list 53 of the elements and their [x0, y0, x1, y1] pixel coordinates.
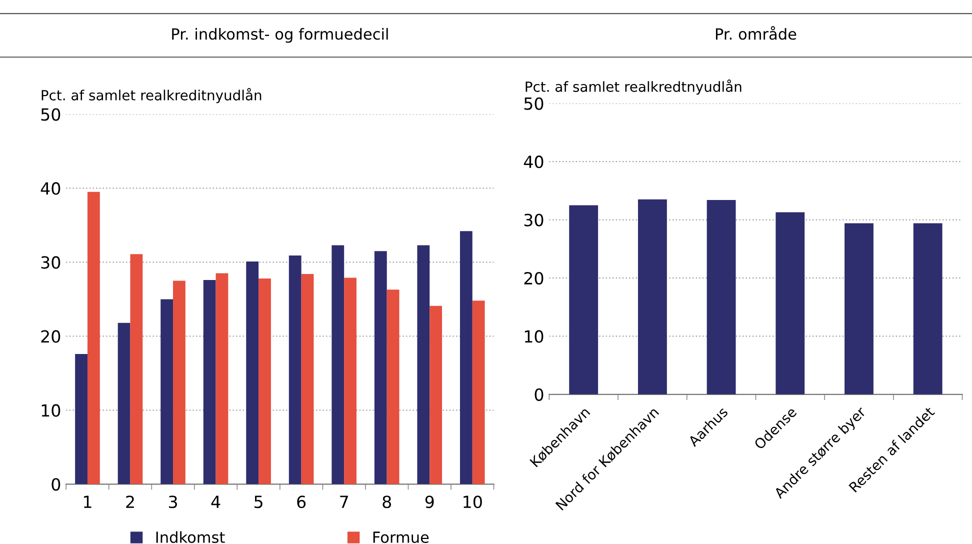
bar [460, 231, 472, 484]
y-axis-title: Pct. af samlet realkreditnyudlån [42, 88, 262, 104]
bar [118, 322, 130, 484]
y-tick-label: 10 [524, 330, 544, 343]
y-axis-title: Pct. af samlet realkredtnyudlån [526, 80, 742, 95]
bar [332, 245, 344, 484]
x-tick-label: 6 [297, 496, 306, 508]
y-tick-label: 20 [524, 272, 544, 285]
bar [844, 223, 874, 394]
y-tick-label: 40 [524, 156, 544, 168]
x-tick-label: 9 [425, 496, 434, 508]
y-tick-label: 50 [524, 97, 544, 110]
bar [913, 223, 942, 394]
x-tick-label: 7 [340, 496, 348, 508]
bar [246, 261, 259, 484]
x-tick-label: 10 [464, 496, 482, 508]
x-tick-label: 3 [168, 496, 177, 508]
bar [288, 256, 302, 484]
y-tick-label: 30 [524, 214, 544, 226]
x-tick-label: 1 [84, 496, 92, 508]
bar [258, 278, 271, 484]
bar [472, 300, 485, 484]
bar [301, 274, 314, 484]
bar [638, 199, 667, 394]
chart-title: Pr. indkomst- og formuedecil [172, 28, 388, 43]
y-tick-label: 0 [534, 388, 544, 401]
x-tick-label: 2 [126, 496, 134, 508]
bar [417, 245, 430, 484]
bar [203, 280, 216, 484]
x-tick-label: 5 [254, 496, 262, 508]
bar [344, 278, 356, 484]
x-tick-label: 8 [382, 496, 392, 508]
bar [160, 299, 174, 484]
legend-label: Indkomst [156, 531, 225, 544]
x-tick-label: 4 [211, 496, 220, 508]
bar [130, 254, 143, 484]
y-tick-label: 30 [41, 256, 60, 269]
bar [706, 200, 736, 394]
bar [776, 212, 805, 394]
y-tick-label: 40 [40, 182, 60, 195]
bar [216, 273, 228, 484]
y-tick-label: 50 [41, 108, 60, 121]
bar [374, 251, 387, 484]
bar [430, 306, 442, 484]
y-tick-label: 0 [52, 478, 60, 491]
bar [75, 354, 88, 484]
bar [173, 280, 186, 484]
legend-label: Formue [373, 532, 429, 544]
chart-title: Pr. område [716, 26, 796, 40]
bar [386, 290, 400, 484]
y-tick-label: 20 [41, 330, 60, 343]
bar [87, 192, 100, 484]
bar [569, 205, 598, 394]
